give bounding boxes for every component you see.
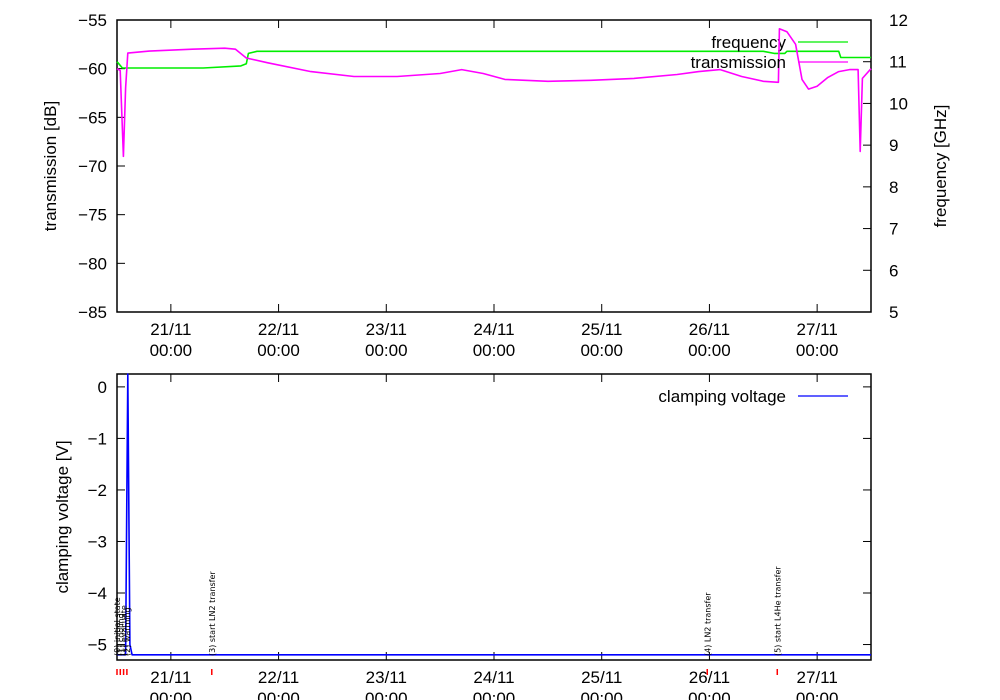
y2-tick-label: 5 bbox=[889, 303, 898, 322]
y-tick-label: −2 bbox=[88, 481, 107, 500]
legend-label: frequency bbox=[711, 33, 786, 52]
event-annotation: (3) start LN2 transfer bbox=[208, 571, 217, 656]
y-tick-label: −1 bbox=[88, 429, 107, 448]
y-tick-label: −60 bbox=[78, 60, 107, 79]
x-tick-label-date: 24/11 bbox=[473, 668, 514, 687]
y-tick-label: −3 bbox=[88, 532, 107, 551]
event-annotation: (4) LN2 transfer bbox=[703, 592, 712, 656]
y-tick-label: −80 bbox=[78, 254, 107, 273]
x-tick-label-time: 00:00 bbox=[150, 341, 193, 360]
y-tick-label: −5 bbox=[88, 636, 107, 655]
x-tick-label-date: 21/11 bbox=[150, 668, 191, 687]
x-tick-label-date: 23/11 bbox=[366, 320, 407, 339]
x-tick-label-date: 24/11 bbox=[473, 320, 514, 339]
x-tick-label-date: 27/11 bbox=[797, 320, 838, 339]
legend-label: clamping voltage bbox=[658, 387, 786, 406]
series-line-transmission bbox=[116, 27, 872, 158]
x-tick-label-date: 26/11 bbox=[689, 320, 730, 339]
x-tick-label-date: 25/11 bbox=[581, 320, 622, 339]
event-annotation: (0) initial state bbox=[113, 597, 122, 656]
event-annotation: (5) start L4He transfer bbox=[773, 566, 782, 656]
y2-axis-title: frequency [GHz] bbox=[931, 105, 950, 228]
plot-frame bbox=[116, 373, 872, 661]
event-annotation: (1) evacuate bbox=[120, 605, 129, 656]
x-tick-label-time: 00:00 bbox=[688, 341, 731, 360]
x-tick-label-date: 25/11 bbox=[581, 668, 622, 687]
clamping-voltage-plot: 21/11 00:00 22/11 00:00 23/11 00:00 24/11 00:00… bbox=[53, 373, 872, 700]
x-tick-label-time: 00:00 bbox=[365, 341, 408, 360]
y-tick-label: 0 bbox=[98, 378, 107, 397]
y-tick-label: −55 bbox=[78, 11, 107, 30]
x-tick-label-date: 21/11 bbox=[150, 320, 191, 339]
x-tick-label-time: 00:00 bbox=[796, 341, 839, 360]
x-tick-label-time: 00:00 bbox=[580, 689, 623, 700]
y-axis-title: clamping voltage [V] bbox=[53, 440, 72, 593]
y2-tick-label: 6 bbox=[889, 261, 898, 280]
x-tick-label-time: 00:00 bbox=[365, 689, 408, 700]
x-tick-label-time: 00:00 bbox=[580, 341, 623, 360]
y-tick-label: −85 bbox=[78, 303, 107, 322]
series-line-frequency bbox=[116, 50, 871, 69]
x-tick-label-time: 00:00 bbox=[257, 689, 300, 700]
x-tick-label-time: 00:00 bbox=[150, 689, 193, 700]
y2-tick-label: 9 bbox=[889, 136, 898, 155]
x-tick-label-time: 00:00 bbox=[688, 689, 731, 700]
y2-tick-label: 10 bbox=[889, 94, 908, 113]
event-annotation: (2) warming bbox=[123, 607, 132, 656]
x-tick-label-time: 00:00 bbox=[257, 341, 300, 360]
x-tick-label-time: 00:00 bbox=[473, 341, 516, 360]
x-tick-label-date: 22/11 bbox=[258, 320, 299, 339]
series-line-clamping-voltage bbox=[117, 373, 871, 656]
x-tick-label-date: 23/11 bbox=[366, 668, 407, 687]
y-tick-label: −65 bbox=[78, 108, 107, 127]
y2-tick-label: 11 bbox=[889, 53, 907, 72]
x-tick-label-time: 00:00 bbox=[796, 689, 839, 700]
x-tick-label-date: 22/11 bbox=[258, 668, 299, 687]
y-tick-label: −4 bbox=[88, 584, 107, 603]
legend-label: transmission bbox=[691, 53, 786, 72]
y-axis-title: transmission [dB] bbox=[41, 101, 60, 231]
transmission-frequency-plot: 21/11 00:00 22/11 00:00 23/11 00:00 24/11 00:00… bbox=[41, 11, 950, 360]
y-tick-label: −75 bbox=[78, 206, 107, 225]
event-annotation: (1) cooling bbox=[116, 613, 125, 656]
y2-tick-label: 8 bbox=[889, 178, 898, 197]
x-tick-label-date: 27/11 bbox=[797, 668, 838, 687]
y-tick-label: −70 bbox=[78, 157, 107, 176]
x-tick-label-date: 26/11 bbox=[689, 668, 730, 687]
x-tick-label-time: 00:00 bbox=[473, 689, 516, 700]
y2-tick-label: 12 bbox=[889, 11, 908, 30]
y2-tick-label: 7 bbox=[889, 220, 898, 239]
